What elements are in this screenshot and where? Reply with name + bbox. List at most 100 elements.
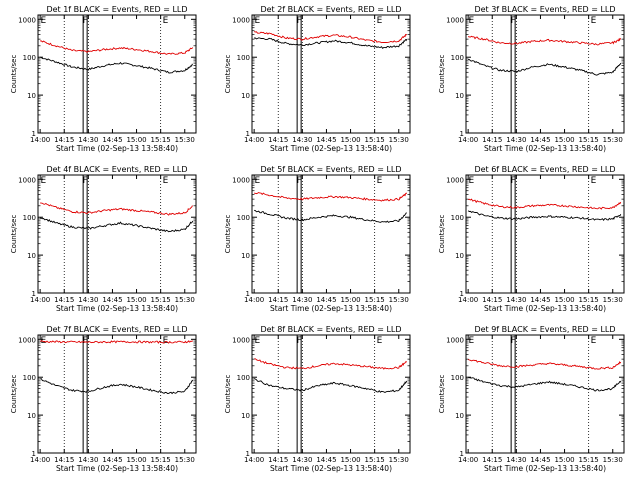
x-axis-label: Start Time (02-Sep-13 13:58:40) xyxy=(484,144,606,153)
x-axis-label: Start Time (02-Sep-13 13:58:40) xyxy=(270,464,392,473)
events-series-line xyxy=(40,217,194,233)
lld-series-line xyxy=(39,339,194,344)
panel-title: Det 4f BLACK = Events, RED = LLD xyxy=(46,165,187,174)
detector-panel-1: Det 1f BLACK = Events, RED = LLD E F E 1 10 10… xyxy=(10,5,197,153)
y-tick-label: 100 xyxy=(237,214,250,222)
x-tick-label: 15:15 xyxy=(365,296,385,304)
y-tick-label: 10 xyxy=(241,92,250,100)
marker-label: E xyxy=(469,16,475,26)
x-tick-label: 14:30 xyxy=(292,136,312,144)
detector-panel-6: Det 6f BLACK = Events, RED = LLD E F E 1 10 10… xyxy=(438,165,625,313)
y-tick-label: 1000 xyxy=(446,176,464,184)
detector-panel-2: Det 2f BLACK = Events, RED = LLD E F E 1 10 10… xyxy=(224,5,411,153)
detector-panel-3: Det 3f BLACK = Events, RED = LLD E F E 1 10 10… xyxy=(438,5,625,153)
y-tick-label: 100 xyxy=(451,54,464,62)
marker-label: F xyxy=(511,16,516,26)
x-tick-label: 15:15 xyxy=(579,136,599,144)
x-tick-label: 15:15 xyxy=(151,296,171,304)
y-tick-label: 1000 xyxy=(232,16,250,24)
marker-label: F xyxy=(297,336,302,346)
marker-label: E xyxy=(377,16,383,26)
marker-label: E xyxy=(41,16,47,26)
x-tick-label: 14:45 xyxy=(102,296,122,304)
x-tick-label: 15:00 xyxy=(554,456,574,464)
plot-frame xyxy=(37,174,197,294)
events-series-line xyxy=(253,378,408,394)
x-tick-label: 14:45 xyxy=(102,456,122,464)
y-tick-label: 100 xyxy=(23,374,36,382)
marker-label: E xyxy=(469,176,475,186)
x-tick-label: 15:00 xyxy=(126,456,146,464)
x-tick-label: 14:00 xyxy=(458,456,478,464)
y-axis-label: Counts/sec xyxy=(438,215,446,254)
detector-panel-5: Det 5f BLACK = Events, RED = LLD E F E 1 10 10… xyxy=(224,165,411,313)
x-tick-label: 15:30 xyxy=(389,296,409,304)
y-tick-label: 1000 xyxy=(18,336,36,344)
y-axis-label: Counts/sec xyxy=(10,375,18,414)
y-tick-label: 10 xyxy=(27,92,36,100)
x-tick-label: 14:00 xyxy=(458,136,478,144)
y-tick-label: 1 xyxy=(460,290,464,298)
detector-panel-4: Det 4f BLACK = Events, RED = LLD E F E 1 10 10… xyxy=(10,165,197,313)
x-tick-label: 15:00 xyxy=(554,136,574,144)
x-tick-label: 14:15 xyxy=(54,456,74,464)
panel-title: Det 7f BLACK = Events, RED = LLD xyxy=(46,325,187,334)
x-tick-label: 15:30 xyxy=(175,136,195,144)
y-axis-label: Counts/sec xyxy=(438,375,446,414)
plot-frame xyxy=(251,14,411,134)
y-tick-label: 100 xyxy=(23,54,36,62)
y-tick-label: 10 xyxy=(455,92,464,100)
plot-frame xyxy=(465,174,625,294)
lld-series-line xyxy=(40,202,193,216)
y-tick-label: 100 xyxy=(451,214,464,222)
y-axis-label: Counts/sec xyxy=(10,215,18,254)
x-tick-label: 14:30 xyxy=(506,456,526,464)
marker-label: E xyxy=(591,176,597,186)
detector-panel-9: Det 9f BLACK = Events, RED = LLD E F E 1 10 10… xyxy=(438,325,625,473)
x-tick-label: 14:45 xyxy=(316,296,336,304)
y-tick-label: 10 xyxy=(27,252,36,260)
y-axis-label: Counts/sec xyxy=(438,55,446,94)
marker-label: E xyxy=(255,16,261,26)
plot-frame xyxy=(251,174,411,294)
y-tick-label: 1 xyxy=(246,290,250,298)
y-axis-label: Counts/sec xyxy=(224,215,232,254)
panel-title: Det 5f BLACK = Events, RED = LLD xyxy=(260,165,401,174)
marker-label: F xyxy=(297,16,302,26)
events-series-line xyxy=(468,58,622,76)
x-tick-label: 15:15 xyxy=(365,456,385,464)
marker-label: E xyxy=(163,176,169,186)
events-series-line xyxy=(467,376,622,392)
x-tick-label: 14:00 xyxy=(244,136,264,144)
y-tick-label: 1 xyxy=(460,130,464,138)
x-tick-label: 14:00 xyxy=(30,296,50,304)
panel-title: Det 1f BLACK = Events, RED = LLD xyxy=(46,5,187,14)
marker-label: F xyxy=(83,336,88,346)
x-tick-label: 14:30 xyxy=(78,456,98,464)
x-tick-label: 15:30 xyxy=(603,136,623,144)
lld-series-line xyxy=(467,198,622,210)
panel-title: Det 8f BLACK = Events, RED = LLD xyxy=(260,325,401,334)
x-tick-label: 14:30 xyxy=(292,296,312,304)
y-tick-label: 1000 xyxy=(18,176,36,184)
panel-title: Det 2f BLACK = Events, RED = LLD xyxy=(260,5,401,14)
y-tick-label: 1 xyxy=(460,450,464,458)
events-series-line xyxy=(40,56,193,74)
x-axis-label: Start Time (02-Sep-13 13:58:40) xyxy=(270,144,392,153)
y-tick-label: 10 xyxy=(241,412,250,420)
y-tick-label: 10 xyxy=(27,412,36,420)
y-tick-label: 1 xyxy=(32,290,36,298)
y-tick-label: 10 xyxy=(241,252,250,260)
lld-series-line xyxy=(254,191,408,202)
y-tick-label: 1000 xyxy=(232,336,250,344)
x-tick-label: 15:30 xyxy=(603,296,623,304)
marker-label: F xyxy=(511,176,516,186)
x-tick-label: 15:30 xyxy=(175,296,195,304)
lld-series-line xyxy=(253,31,408,44)
x-tick-label: 15:00 xyxy=(126,296,146,304)
x-tick-label: 14:15 xyxy=(54,136,74,144)
y-tick-label: 1000 xyxy=(18,16,36,24)
marker-label: E xyxy=(41,176,47,186)
